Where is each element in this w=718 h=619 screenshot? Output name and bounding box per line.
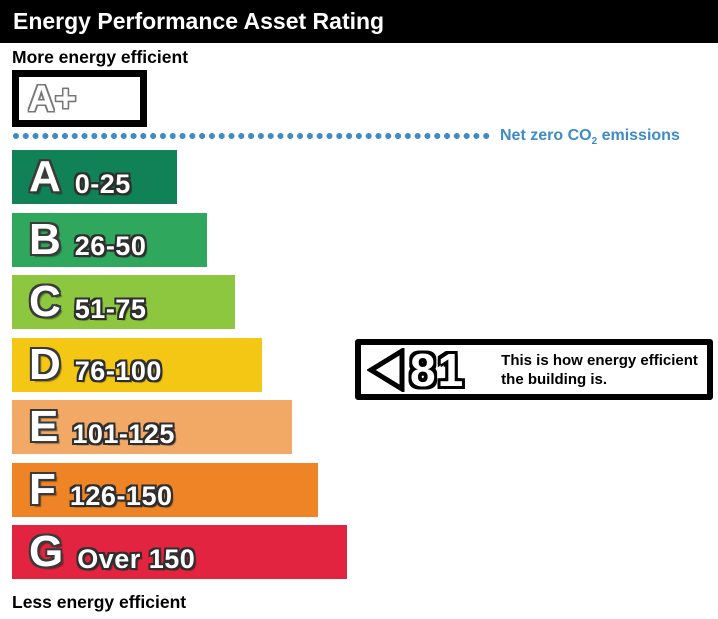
band-letter: G (29, 527, 64, 576)
rating-band-c: C 51-75 (12, 275, 235, 329)
page-title: Energy Performance Asset Rating (13, 8, 385, 34)
net-zero-text: Net zero CO (500, 127, 592, 144)
left-arrow-icon (367, 347, 405, 392)
a-plus-label: A+ (28, 78, 77, 119)
rating-value: 81 (410, 343, 466, 396)
band-letter: F (29, 464, 56, 514)
net-zero-subscript: 2 (591, 136, 598, 148)
rating-indicator: 81 This is how energy efficient the buil… (355, 339, 713, 400)
band-letter: C (29, 277, 61, 326)
rating-band-b: B 26-50 (12, 212, 207, 267)
a-plus-box: A+ (12, 70, 147, 127)
rating-band-a: A 0-25 (12, 150, 177, 204)
band-range: 26-50 (74, 231, 147, 261)
band-range: 126-150 (69, 481, 173, 511)
band-letter: B (29, 214, 61, 264)
net-zero-dotted-line (12, 132, 493, 140)
band-letter: D (29, 339, 61, 389)
rating-description-line2: the building is. (501, 370, 607, 388)
rating-band-g: G Over 150 (12, 525, 347, 579)
net-zero-label: Net zero CO2 emissions (500, 127, 680, 147)
more-efficient-label: More energy efficient (12, 47, 189, 67)
rating-band-f: F 126-150 (12, 462, 318, 517)
net-zero-suffix: emissions (597, 127, 680, 144)
rating-band-e: E 101-125 (12, 400, 292, 454)
rating-description: This is how energy efficient the buildin… (501, 351, 698, 389)
title-bar: Energy Performance Asset Rating (0, 0, 718, 43)
band-range: 0-25 (74, 168, 131, 199)
band-letter: A (29, 152, 61, 201)
rating-description-line1: This is how energy efficient (501, 351, 698, 369)
rating-band-d: D 76-100 (12, 337, 262, 392)
band-range: Over 150 (77, 543, 196, 574)
band-range: 101-125 (72, 418, 175, 449)
less-efficient-label: Less energy efficient (12, 592, 187, 612)
band-range: 51-75 (74, 293, 147, 324)
band-range: 76-100 (74, 356, 162, 386)
band-letter: E (29, 402, 59, 451)
